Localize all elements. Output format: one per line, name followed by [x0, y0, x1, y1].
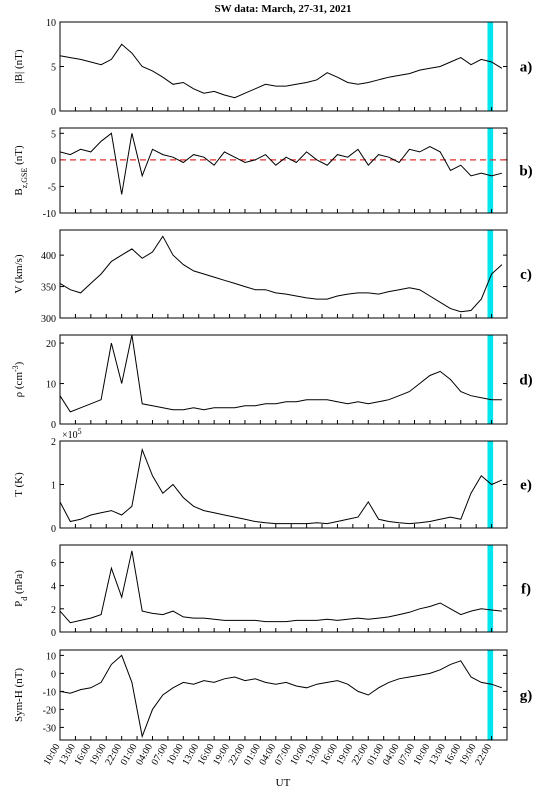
- axes-frame: [59, 544, 508, 633]
- y-tick-label: 0: [51, 524, 56, 535]
- y-axis-label-part: P: [13, 601, 25, 607]
- y-tick-label: 5: [51, 63, 56, 74]
- y-axis-label-part: ρ (cm: [13, 372, 25, 398]
- y-tick-label: -30: [43, 723, 56, 734]
- y-axis-label: V (km/s): [13, 254, 25, 294]
- y-axis-label-part: Sym-H (nT): [13, 668, 25, 722]
- y-tick-label: 10: [46, 18, 56, 29]
- y-tick-label: 0: [51, 156, 56, 167]
- chart-title: SW data: March, 27-31, 2021: [214, 3, 351, 15]
- y-axis-label-part: (nPa): [13, 570, 25, 597]
- y-tick-label: 0: [51, 420, 56, 431]
- y-tick-label: 4: [51, 582, 56, 593]
- x-tick-label: 22:00: [473, 742, 494, 767]
- panel-label: c): [520, 267, 532, 283]
- y-tick-label: 6: [51, 558, 56, 569]
- y-tick-label: 0: [51, 107, 56, 118]
- y-axis-label: Bz,GSE (nT): [13, 145, 29, 196]
- y-tick-label: -10: [43, 209, 56, 220]
- panel-label: g): [520, 688, 533, 704]
- axes-frame: [59, 334, 508, 425]
- y-axis-label: Sym-H (nT): [13, 668, 25, 722]
- y-tick-label: -20: [43, 705, 56, 716]
- y-tick-label: -5: [48, 182, 56, 193]
- data-line: [59, 132, 503, 195]
- y-tick-label: 400: [41, 251, 56, 262]
- y-axis-label-part: B: [13, 188, 25, 195]
- y-axis-label-part: z,GSE: [20, 168, 29, 189]
- y-tick-label: -10: [43, 687, 56, 698]
- data-line: [59, 235, 503, 313]
- y-axis-label-part: T (K): [13, 472, 25, 497]
- y-axis-label: Pd (nPa): [13, 570, 29, 607]
- y-axis-label-part: -3: [11, 365, 20, 372]
- y-tick-label: 20: [46, 339, 56, 350]
- axes-frame: [59, 649, 508, 741]
- highlight-band: [487, 335, 494, 424]
- y-axis-label-part: d: [20, 597, 29, 601]
- y-tick-label: 0: [51, 669, 56, 680]
- y-tick-label: 2: [51, 605, 56, 616]
- y-tick-label: 1: [51, 481, 56, 492]
- y-tick-label: 350: [41, 283, 56, 294]
- y-tick-label: 10: [46, 380, 56, 391]
- axes-frame: [59, 127, 508, 214]
- highlight-band: [487, 545, 494, 632]
- highlight-band: [487, 230, 494, 318]
- panel-label: b): [519, 164, 532, 180]
- highlight-band: [487, 22, 494, 111]
- y-tick-label: 0: [51, 628, 56, 639]
- data-line: [59, 447, 503, 525]
- axis-multiplier: ×105: [62, 427, 82, 442]
- y-axis-label-part: V (km/s): [13, 254, 25, 294]
- panel-label: d): [519, 373, 532, 389]
- y-axis-label-part: |B| (nT): [13, 49, 25, 83]
- y-axis-label-part: (nT): [13, 145, 25, 168]
- y-axis-label: T (K): [13, 472, 25, 497]
- highlight-band: [487, 128, 494, 213]
- panel-label: f): [521, 582, 531, 598]
- axes-frame: [59, 21, 508, 112]
- data-line: [59, 550, 502, 624]
- y-axis-label-part: ): [13, 361, 25, 365]
- y-tick-label: 2: [51, 437, 56, 448]
- y-tick-label: 10: [46, 651, 56, 662]
- axis-multiplier-part: ×10: [62, 430, 78, 441]
- panel-label: a): [520, 60, 533, 76]
- data-line: [59, 654, 503, 739]
- y-tick-label: 300: [41, 314, 56, 325]
- highlight-band: [487, 441, 494, 528]
- axes-frame: [59, 440, 508, 529]
- y-tick-label: 5: [51, 129, 56, 140]
- axes-frame: [59, 229, 508, 319]
- data-line: [59, 334, 502, 413]
- axis-multiplier-part: 5: [78, 427, 82, 436]
- highlight-band: [487, 650, 494, 740]
- data-line: [59, 43, 503, 99]
- y-axis-label: ρ (cm-3): [11, 361, 26, 397]
- y-axis-label: |B| (nT): [13, 49, 25, 83]
- panel-label: e): [520, 478, 532, 494]
- x-axis-label: UT: [276, 777, 291, 789]
